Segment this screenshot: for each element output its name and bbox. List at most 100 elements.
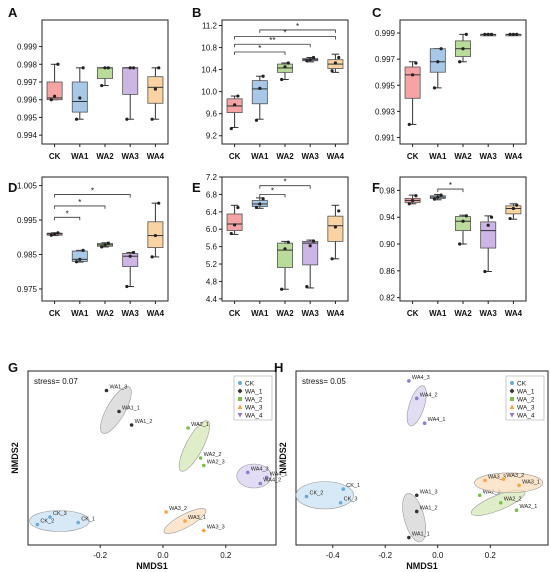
sample-label: WA3_1 <box>188 515 206 521</box>
data-point <box>106 66 110 70</box>
data-point <box>74 260 79 264</box>
panel-c: C 0.991 0.993 0.995 0.997 0.999 CK WA1 WA2 WA3 WA4 <box>372 5 527 161</box>
panel-letter: F <box>372 180 380 195</box>
group-ellipse <box>100 386 132 434</box>
x-axis-label: NMDS1 <box>136 561 168 571</box>
y-tick-label: 9.2 <box>206 132 218 141</box>
sample-point <box>414 396 419 401</box>
sample-label: WA4_1 <box>428 417 446 423</box>
legend-marker-triangle-down <box>509 413 515 418</box>
sample-label: WA1_3 <box>420 489 438 495</box>
y-tick-label: 0.82 <box>379 294 395 303</box>
sample-label: WA1_1 <box>412 532 430 538</box>
y-tick-label: 6.0 <box>206 225 218 234</box>
y-tick-label: 0.86 <box>379 267 395 276</box>
panel-letter: B <box>192 5 201 20</box>
box-wa2 <box>455 216 471 232</box>
data-point <box>483 269 487 274</box>
legend-marker-circle <box>238 381 242 385</box>
panel-g: G -0.2 0.0 0.2 NMDS1 NMDS2 stress= 0.07 CK_3 CK_… <box>8 360 287 571</box>
sample-point <box>414 493 419 498</box>
significance-label: * <box>283 29 286 38</box>
data-point <box>81 66 85 70</box>
y-tick-label: 9.6 <box>206 110 218 119</box>
data-point <box>486 223 490 227</box>
significance-label: * <box>91 187 94 196</box>
group-ellipse <box>236 463 272 489</box>
data-point <box>229 231 233 236</box>
sample-point <box>201 463 206 468</box>
x-tick-label: 0.0 <box>157 551 169 560</box>
data-point <box>74 117 79 121</box>
legend-marker-square <box>510 397 514 401</box>
significance-label: ** <box>269 36 275 45</box>
x-tick-label: WA2 <box>96 309 114 318</box>
sample-label: CK_1 <box>81 517 95 523</box>
data-point <box>305 285 309 289</box>
y-tick-label: 10.0 <box>201 88 217 97</box>
x-tick-label: WA3 <box>122 152 140 161</box>
legend-label: CK <box>245 381 255 388</box>
data-point <box>125 284 129 289</box>
significance-label: * <box>283 178 286 187</box>
panel-letter: A <box>8 5 18 20</box>
sample-point <box>517 483 521 488</box>
data-point <box>511 206 515 211</box>
sample-label: WA1_1 <box>122 406 140 412</box>
data-point <box>407 202 411 206</box>
data-point <box>280 77 284 82</box>
x-tick-label: WA3 <box>302 152 320 161</box>
data-point <box>106 241 110 245</box>
x-tick-label: CK <box>407 309 419 318</box>
sample-label: WA3_1 <box>522 479 540 485</box>
data-point <box>305 59 309 63</box>
data-point <box>311 239 316 243</box>
sample-point <box>422 421 427 426</box>
legend-label: CK <box>517 381 527 388</box>
x-tick-label: WA4 <box>505 309 523 318</box>
data-point <box>458 242 462 246</box>
data-point <box>49 233 53 237</box>
box-wa1 <box>251 80 268 105</box>
sample-point <box>129 423 134 427</box>
legend-label: WA_2 <box>517 397 535 404</box>
y-tick-label: 0.996 <box>17 96 38 105</box>
data-point <box>128 66 132 70</box>
panel-letter: C <box>372 5 382 20</box>
data-point <box>432 86 437 90</box>
x-tick-label: CK <box>49 152 61 161</box>
legend-label: WA_3 <box>245 405 263 412</box>
x-tick-label: WA3 <box>122 309 140 318</box>
significance-bracket <box>54 194 131 198</box>
sample-label: WA2_2 <box>504 497 522 503</box>
data-point <box>157 66 161 70</box>
data-point <box>261 197 265 201</box>
sample-label: WA1_2 <box>420 505 438 511</box>
data-point <box>233 103 237 107</box>
y-tick-label: 4.4 <box>206 295 218 304</box>
y-tick-label: 5.6 <box>206 243 218 252</box>
legend-marker-square <box>238 397 242 401</box>
legend-label: WA_3 <box>517 405 535 412</box>
y-tick-label: 0.995 <box>17 113 38 122</box>
data-point <box>78 257 82 261</box>
sample-label: WA3_3 <box>207 525 225 531</box>
sample-point <box>501 477 506 481</box>
y-tick-label: 5.2 <box>206 260 218 269</box>
box-wa3 <box>122 253 139 267</box>
y-tick-label: 1.005 <box>17 182 38 191</box>
x-tick-label: 0.0 <box>432 551 444 560</box>
data-point <box>461 47 465 51</box>
panel-letter: G <box>8 360 18 375</box>
x-tick-label: WA4 <box>505 152 523 161</box>
data-point <box>515 32 519 36</box>
sample-label: WA2_3 <box>483 489 501 495</box>
x-tick-label: WA1 <box>71 309 89 318</box>
significance-label: * <box>296 22 299 31</box>
sample-point <box>477 493 482 498</box>
data-point <box>330 257 334 261</box>
panel-letter: E <box>192 180 201 195</box>
sample-label: WA4_3 <box>251 466 269 472</box>
data-point <box>100 245 104 249</box>
y-tick-label: 0.993 <box>375 107 396 116</box>
